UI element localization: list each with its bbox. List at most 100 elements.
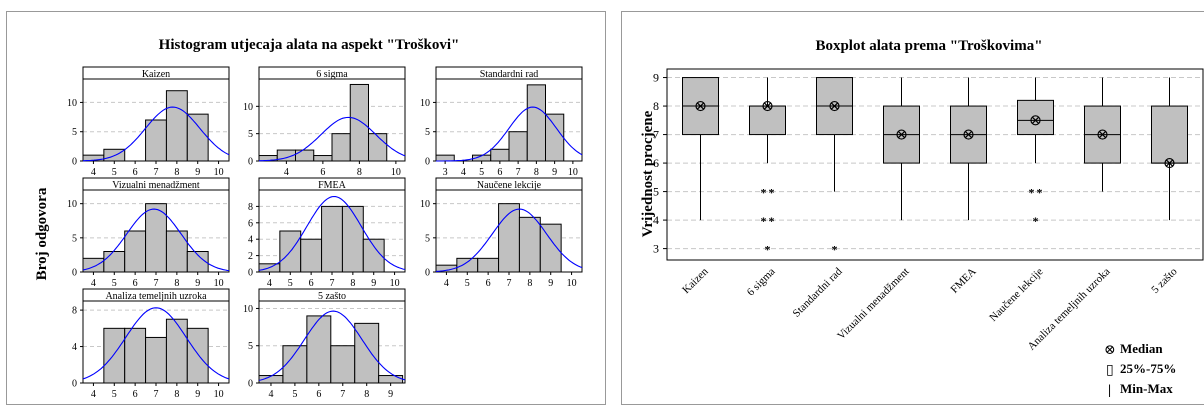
x-tick-label: 9 [388, 389, 393, 400]
x-tick-label: 10 [391, 167, 401, 178]
x-tick-label: 8 [174, 167, 179, 178]
y-tick-label: 6 [653, 156, 659, 170]
histogram-bar [146, 204, 167, 272]
x-tick-label: 5 [465, 278, 470, 289]
x-tick-label: 5 [112, 278, 117, 289]
y-tick-label: 10 [67, 98, 77, 109]
y-tick-label: 5 [653, 185, 659, 199]
x-tick-label: 6 sigma [745, 266, 778, 299]
x-tick-label: 6 [309, 278, 314, 289]
x-tick-label: 6 [133, 167, 138, 178]
boxplot-panel: Boxplot alata prema "Troškovima" Vrijedn… [621, 11, 1204, 405]
y-tick-label: 10 [243, 304, 253, 315]
box-group [951, 78, 987, 221]
y-tick-label: 10 [243, 102, 253, 113]
x-tick-label: 8 [357, 167, 362, 178]
x-tick-label: 8 [174, 278, 179, 289]
y-tick-label: 10 [67, 199, 77, 210]
legend-median-symbol: ⊗ [1104, 343, 1116, 358]
x-tick-label: Kaizen [680, 265, 711, 296]
y-tick-label: 7 [653, 128, 659, 142]
x-tick-label: 6 [133, 389, 138, 400]
histogram-bar [355, 323, 379, 383]
histogram-bar [104, 328, 125, 383]
histogram-bar [546, 114, 564, 161]
histogram-bar [491, 149, 509, 161]
histogram-bar [166, 91, 187, 161]
histogram-subplot: Vizualni menadžment 0 5 10 4 5 6 7 8 9 10 [67, 178, 229, 289]
histogram-chart: Histogram utjecaja alata na aspekt "Troš… [7, 12, 605, 404]
subplot-title: FMEA [318, 180, 347, 191]
subplot-title: 5 zašto [318, 291, 346, 302]
histogram-bar [187, 328, 208, 383]
x-tick-label: Vizualni menadžment [835, 266, 911, 342]
x-tick-label: 8 [364, 389, 369, 400]
legend-box-symbol: ▯ [1106, 363, 1114, 378]
x-tick-label: 8 [527, 278, 532, 289]
histogram-bar [540, 224, 561, 272]
histogram-bar [519, 217, 540, 272]
x-tick-label: 10 [390, 278, 400, 289]
subplot-title: Analiza temeljnih uzroka [105, 291, 207, 302]
boxplot-plot-area: 3456789Kaizen* ** **6 sigma*Standardni rad… [653, 69, 1203, 353]
histogram-bar [350, 84, 368, 161]
x-tick-label: Naučene lekcije [987, 266, 1045, 324]
histogram-bar [457, 258, 478, 272]
y-tick-label: 0 [248, 157, 253, 168]
y-tick-label: 0 [425, 268, 430, 279]
y-tick-label: 5 [425, 127, 430, 138]
outlier-marker: * [761, 214, 767, 228]
histogram-bar [166, 231, 187, 272]
subplot-title: Kaizen [142, 69, 170, 80]
x-tick-label: 9 [195, 167, 200, 178]
x-tick-label: 7 [154, 389, 159, 400]
x-tick-label: 10 [214, 167, 224, 178]
y-tick-label: 9 [653, 71, 659, 85]
y-tick-label: 5 [425, 233, 430, 244]
x-tick-label: 9 [195, 389, 200, 400]
histogram-bar [125, 328, 146, 383]
histogram-bar [369, 134, 387, 161]
x-tick-label: FMEA [949, 266, 979, 296]
box-group: * ** [1018, 78, 1054, 229]
outlier-marker: * [1029, 186, 1035, 200]
x-tick-label: Standardni rad [791, 265, 845, 319]
histogram-bar [509, 132, 527, 161]
y-tick-label: 4 [72, 342, 77, 353]
histogram-panel: Histogram utjecaja alata na aspekt "Troš… [6, 11, 606, 405]
legend-box-label: 25%-75% [1120, 361, 1176, 376]
histogram-bar [125, 231, 146, 272]
histogram-bar [342, 206, 363, 272]
histogram-bar [379, 376, 403, 383]
subplot-title: Standardni rad [480, 69, 539, 80]
y-tick-label: 5 [72, 127, 77, 138]
outlier-marker: * [761, 186, 767, 200]
histogram-subplot: FMEA 0 2 4 6 8 4 5 6 7 8 9 10 [248, 178, 405, 289]
y-tick-label: 4 [248, 235, 253, 246]
histogram-bar [104, 252, 125, 273]
x-tick-label: 4 [91, 278, 96, 289]
x-tick-label: 8 [350, 278, 355, 289]
x-tick-label: 6 [316, 389, 321, 400]
y-tick-label: 8 [653, 99, 659, 113]
x-tick-label: 4 [268, 389, 273, 400]
y-tick-label: 0 [248, 268, 253, 279]
histogram-subplot: Naučene lekcije 0 5 10 4 5 6 7 8 9 10 [420, 178, 582, 289]
y-tick-label: 10 [420, 199, 430, 210]
x-tick-label: 4 [267, 278, 272, 289]
histogram-subplot: Analiza temeljnih uzroka 0 4 8 4 5 6 7 8 9 10 [72, 289, 229, 400]
y-tick-label: 8 [248, 202, 253, 213]
y-tick-label: 6 [248, 218, 253, 229]
histogram-bar [296, 150, 314, 161]
histogram-bar [478, 258, 499, 272]
y-tick-label: 0 [425, 157, 430, 168]
x-tick-label: 9 [195, 278, 200, 289]
y-tick-label: 5 [248, 129, 253, 140]
plot-frame [667, 69, 1203, 260]
histogram-subplot: 5 zašto05104 5 6 7 8 9 [243, 289, 405, 400]
x-tick-label: 6 [497, 167, 502, 178]
x-tick-label: 7 [340, 389, 345, 400]
outlier-marker: * [1037, 186, 1043, 200]
box-group [884, 78, 920, 221]
x-tick-label: 6 [486, 278, 491, 289]
